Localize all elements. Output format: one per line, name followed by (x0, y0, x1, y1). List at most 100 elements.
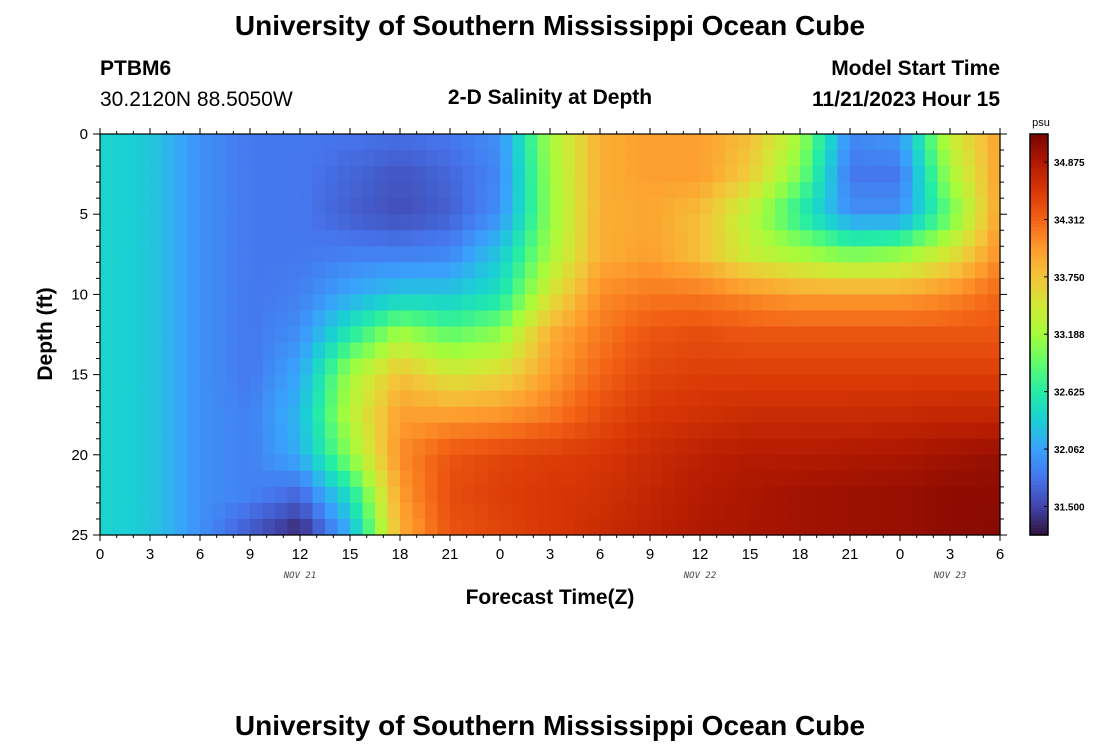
heatmap-cell (700, 214, 714, 231)
heatmap-cell (375, 518, 389, 536)
heatmap-cell (162, 470, 176, 488)
heatmap-cell (525, 166, 539, 183)
y-tick-label: 15 (71, 367, 88, 384)
heatmap-cell (637, 198, 651, 215)
heatmap-cell (212, 150, 226, 167)
heatmap-cell (750, 310, 764, 328)
station-coordinates: 30.2120N 88.5050W (100, 88, 293, 111)
heatmap-cell (212, 486, 226, 504)
heatmap-cell (887, 134, 901, 151)
heatmap-cell (625, 326, 639, 344)
heatmap-cell (937, 454, 951, 472)
heatmap-cell (900, 182, 914, 199)
heatmap-cell (625, 518, 639, 536)
heatmap-cell (587, 230, 601, 247)
heatmap-cell (550, 246, 564, 263)
heatmap-cell (300, 406, 314, 424)
heatmap-cell (537, 422, 551, 440)
colorbar-segment (1030, 461, 1048, 466)
heatmap-cell (437, 358, 451, 376)
heatmap-cell (350, 214, 364, 231)
heatmap-cell (100, 486, 114, 504)
heatmap-cell (800, 246, 814, 263)
heatmap-cell (850, 198, 864, 215)
heatmap-cell (387, 406, 401, 424)
colorbar-segment (1030, 468, 1048, 473)
heatmap-cell (950, 390, 964, 408)
heatmap-cell (925, 374, 939, 392)
heatmap-cell (350, 470, 364, 488)
colorbar-segment (1030, 521, 1048, 526)
heatmap-cell (275, 470, 289, 488)
heatmap-cell (162, 326, 176, 344)
heatmap-cell (775, 182, 789, 199)
heatmap-cell (525, 390, 539, 408)
heatmap-cell (537, 150, 551, 167)
heatmap-cell (600, 486, 614, 504)
colorbar-segment (1030, 464, 1048, 469)
colorbar-segment (1030, 291, 1048, 295)
heatmap-cell (112, 278, 126, 295)
heatmap-cell (525, 230, 539, 247)
heatmap-cell (925, 294, 939, 312)
heatmap-cell (337, 134, 351, 151)
heatmap-cell (600, 230, 614, 247)
heatmap-cell (900, 134, 914, 151)
heatmap-cell (975, 326, 989, 344)
heatmap-cell (512, 182, 526, 199)
heatmap-cell (637, 150, 651, 167)
heatmap-cell (550, 342, 564, 360)
heatmap-cell (512, 358, 526, 376)
heatmap-cell (225, 134, 239, 151)
heatmap-cell (412, 310, 426, 328)
colorbar-segment (1030, 448, 1048, 453)
colorbar-segment (1030, 187, 1048, 192)
heatmap-cell (475, 486, 489, 504)
heatmap-cell (862, 486, 876, 504)
heatmap-cell (812, 294, 826, 312)
heatmap-cell (912, 518, 926, 536)
heatmap-cell (850, 374, 864, 392)
heatmap-cell (662, 454, 676, 472)
heatmap-cell (237, 134, 251, 151)
heatmap-cell (587, 422, 601, 440)
heatmap-cell (987, 294, 1001, 312)
heatmap-cell (562, 326, 576, 344)
heatmap-cell (975, 454, 989, 472)
heatmap-cell (750, 214, 764, 231)
heatmap-cell (912, 134, 926, 151)
heatmap-cell (212, 214, 226, 231)
heatmap-cell (312, 374, 326, 392)
heatmap-cell (300, 150, 314, 167)
heatmap-cell (362, 470, 376, 488)
heatmap-cell (312, 358, 326, 376)
heatmap-cell (737, 246, 751, 263)
heatmap-cell (137, 502, 151, 520)
y-tick-label: 5 (80, 206, 88, 223)
heatmap-cell (887, 294, 901, 312)
heatmap-cell (750, 438, 764, 456)
heatmap-cell (137, 262, 151, 279)
heatmap-cell (400, 358, 414, 376)
heatmap-cell (900, 198, 914, 215)
heatmap-cell (562, 134, 576, 151)
heatmap-cell (200, 374, 214, 392)
heatmap-cell (325, 278, 339, 295)
heatmap-cell (812, 486, 826, 504)
heatmap-cell (200, 278, 214, 295)
heatmap-cell (412, 518, 426, 536)
heatmap-cell (487, 342, 501, 360)
heatmap-cell (650, 150, 664, 167)
heatmap-cell (987, 262, 1001, 279)
heatmap-cell (412, 422, 426, 440)
heatmap-cell (825, 342, 839, 360)
heatmap-cell (250, 310, 264, 328)
heatmap-cell (950, 326, 964, 344)
heatmap-cell (950, 230, 964, 247)
heatmap-cell (412, 230, 426, 247)
heatmap-cell (737, 390, 751, 408)
heatmap-cell (687, 278, 701, 295)
heatmap-cell (762, 214, 776, 231)
heatmap-cell (575, 278, 589, 295)
heatmap-cell (187, 150, 201, 167)
